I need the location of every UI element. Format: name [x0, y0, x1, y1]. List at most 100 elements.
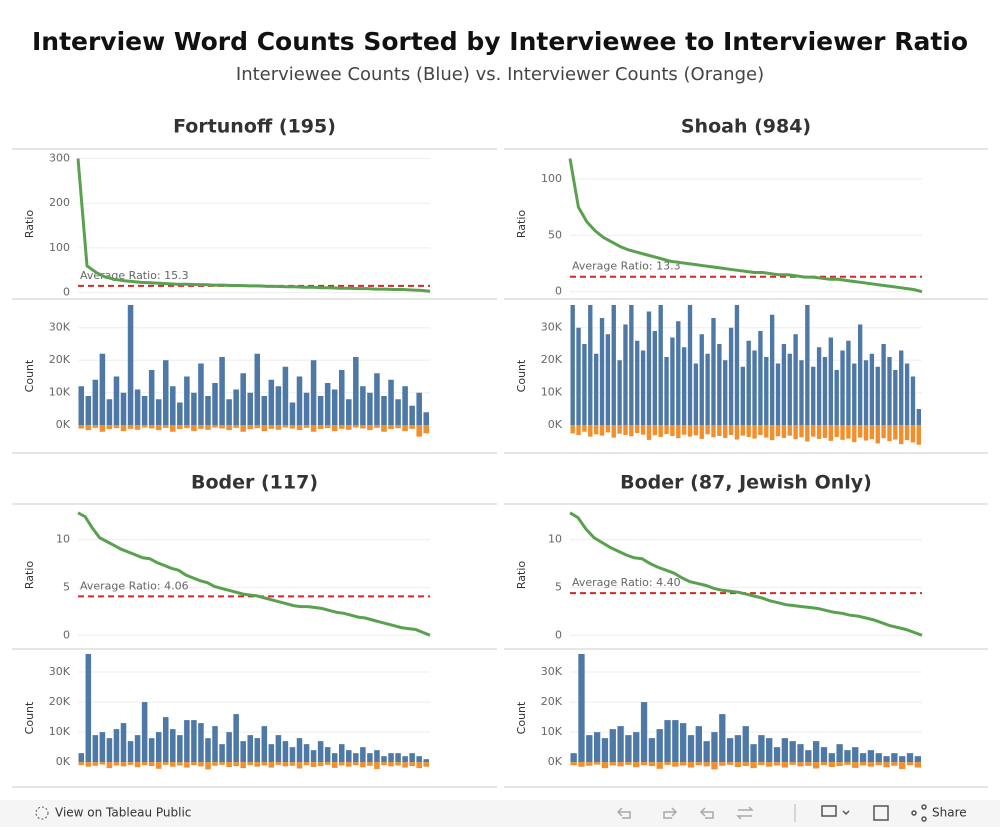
- interviewee-bar: [664, 720, 671, 763]
- interviewee-bar: [177, 735, 183, 763]
- interviewer-bar: [805, 762, 812, 766]
- interviewee-bar: [247, 392, 253, 426]
- interviewee-bar: [699, 334, 704, 426]
- interviewer-bar: [593, 762, 601, 765]
- y-tick-label: 30K: [49, 665, 71, 678]
- interviewee-bar: [605, 334, 611, 426]
- interviewer-bar: [797, 762, 804, 767]
- interviewer-bar: [423, 762, 429, 767]
- redo[interactable]: [663, 807, 678, 819]
- interviewer-bar: [134, 425, 141, 430]
- interviewer-bar: [693, 425, 699, 436]
- interviewee-bar: [92, 735, 99, 763]
- interviewee-bar: [240, 373, 246, 426]
- interviewee-bar: [723, 360, 728, 426]
- interviewee-bar: [141, 702, 148, 763]
- interviewee-bar: [875, 366, 880, 426]
- interviewee-bar: [883, 756, 890, 763]
- panel-title: Boder (87, Jewish Only): [620, 472, 872, 494]
- interviewee-bar: [875, 753, 882, 763]
- interviewee-bar: [303, 392, 310, 426]
- interviewer-bar: [769, 425, 775, 441]
- interviewer-bar: [828, 425, 833, 441]
- interviewer-bar: [134, 762, 141, 768]
- interviewee-bar: [640, 350, 646, 426]
- view-link[interactable]: View on Tableau Public: [55, 806, 191, 820]
- interviewee-bar: [113, 376, 120, 426]
- interviewer-bar: [247, 762, 253, 766]
- interviewer-bar: [617, 425, 622, 434]
- interviewer-bar: [296, 762, 303, 769]
- interviewee-bar: [728, 327, 734, 426]
- interviewer-bar: [699, 425, 704, 439]
- interviewee-bar: [275, 386, 282, 426]
- interviewee-bar: [609, 729, 616, 763]
- interviewer-bar: [687, 762, 695, 768]
- undo[interactable]: [616, 807, 631, 819]
- y-tick-label: 5: [63, 580, 70, 593]
- interviewee-bar: [233, 389, 239, 426]
- interviewee-bar: [625, 735, 632, 763]
- interviewee-bar: [758, 735, 765, 763]
- interviewee-bar: [106, 738, 113, 763]
- interviewee-bar: [296, 738, 303, 763]
- interviewee-bar: [859, 753, 867, 763]
- interviewer-bar: [324, 762, 331, 765]
- interviewee-bar: [775, 363, 781, 426]
- interviewer-bar: [381, 762, 387, 766]
- interviewer-bar: [883, 762, 890, 768]
- tableau-icon[interactable]: [35, 806, 49, 820]
- interviewee-bar: [904, 363, 910, 426]
- interviewee-bar: [687, 735, 695, 763]
- interviewer-bar: [703, 762, 710, 767]
- interviewee-bar: [797, 744, 804, 763]
- interviewee-bar: [346, 399, 352, 426]
- interviewee-bar: [593, 732, 601, 763]
- interviewer-bar: [635, 425, 640, 434]
- interviewer-bar: [402, 762, 408, 768]
- y-tick-label: 30K: [49, 321, 71, 334]
- interviewer-bar: [742, 762, 749, 767]
- interviewer-bar: [836, 762, 843, 767]
- y-tick-label: 10K: [49, 386, 71, 399]
- download[interactable]: [821, 805, 837, 817]
- interviewee-bar: [219, 356, 225, 426]
- interviewer-bar: [78, 425, 85, 429]
- interviewee-bar: [381, 395, 387, 426]
- interviewee-bar: [640, 702, 648, 763]
- interviewee-bar: [148, 369, 155, 426]
- interviewer-bar: [141, 425, 148, 428]
- share[interactable]: Share: [932, 806, 967, 820]
- interviewer-bar: [578, 762, 585, 767]
- interviewee-bar: [766, 738, 773, 763]
- interviewer-bar: [846, 425, 851, 439]
- interviewer-bar: [177, 425, 183, 430]
- fullscreen[interactable]: [873, 805, 889, 821]
- interviewee-bar: [226, 399, 232, 426]
- interviewee-bar: [367, 753, 373, 763]
- interviewee-bar: [664, 356, 669, 426]
- interviewee-bar: [611, 304, 616, 426]
- interviewer-bar: [212, 425, 218, 428]
- interviewer-bar: [303, 762, 310, 766]
- revert[interactable]: [699, 807, 714, 819]
- interviewer-bar: [881, 425, 886, 439]
- interviewer-bar: [840, 425, 845, 440]
- interviewee-bar: [740, 366, 745, 426]
- interviewer-bar: [601, 762, 609, 769]
- interviewer-bar: [773, 762, 781, 766]
- interviewee-bar: [910, 376, 916, 426]
- interviewer-bar: [570, 762, 577, 766]
- interviewee-bar: [191, 392, 197, 426]
- interviewee-bar: [247, 735, 253, 763]
- subtitle: Interviewee Counts (Blue) vs. Interviewe…: [236, 64, 764, 85]
- interviewee-bar: [746, 340, 751, 426]
- y-tick-label: 0: [555, 285, 562, 298]
- refresh[interactable]: [736, 806, 754, 820]
- interviewer-bar: [106, 762, 113, 769]
- interviewee-bar: [395, 399, 401, 426]
- interviewee-bar: [141, 395, 148, 426]
- interviewee-bar: [719, 714, 726, 763]
- interviewee-bar: [916, 408, 921, 426]
